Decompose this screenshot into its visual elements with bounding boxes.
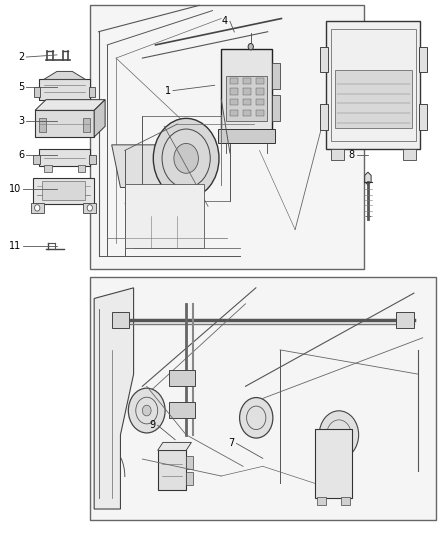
Bar (186, 472, 193, 485)
Bar (230, 78, 238, 84)
Bar (78, 165, 85, 172)
Polygon shape (365, 172, 371, 185)
Circle shape (240, 398, 273, 438)
Circle shape (174, 143, 198, 173)
Polygon shape (44, 71, 85, 79)
Bar (35, 110, 94, 137)
Circle shape (153, 118, 219, 198)
Bar (90, 5, 364, 269)
Bar (112, 312, 129, 328)
Bar (89, 87, 95, 97)
Bar (256, 88, 264, 95)
Bar (230, 99, 238, 106)
Bar (39, 118, 46, 132)
Polygon shape (112, 145, 191, 188)
Text: 1: 1 (165, 86, 171, 95)
Text: 6: 6 (18, 150, 24, 159)
Bar (221, 50, 272, 132)
Circle shape (248, 44, 253, 50)
Bar (226, 76, 267, 122)
Bar (243, 88, 251, 95)
Text: 2: 2 (18, 52, 24, 62)
Bar (42, 181, 85, 200)
Bar (256, 78, 264, 84)
Text: 9: 9 (149, 421, 155, 430)
Bar (218, 130, 275, 143)
Bar (341, 497, 350, 505)
Bar (83, 118, 90, 132)
Bar (396, 312, 414, 328)
Bar (256, 99, 264, 106)
Circle shape (87, 205, 92, 211)
Bar (317, 497, 326, 505)
Bar (320, 104, 328, 130)
Bar (243, 110, 251, 116)
Bar (326, 21, 420, 149)
Text: 8: 8 (349, 150, 355, 159)
Bar (230, 88, 238, 95)
Bar (243, 78, 251, 84)
Bar (272, 95, 280, 122)
Bar (169, 370, 195, 386)
Bar (31, 203, 44, 213)
Bar (403, 149, 416, 160)
Text: 7: 7 (228, 439, 234, 448)
Text: 4: 4 (222, 17, 228, 26)
Bar (169, 402, 195, 418)
Bar (125, 184, 204, 248)
Bar (419, 104, 427, 130)
Bar (272, 63, 280, 90)
Text: 11: 11 (9, 241, 21, 251)
Circle shape (127, 148, 175, 206)
Bar (39, 149, 90, 166)
Bar (186, 456, 193, 469)
Circle shape (145, 169, 158, 185)
Circle shape (35, 205, 40, 211)
Bar (158, 450, 186, 490)
Bar (34, 87, 40, 97)
Bar (230, 110, 238, 116)
Bar (331, 29, 416, 141)
Bar (256, 110, 264, 116)
Text: 10: 10 (9, 184, 21, 194)
Circle shape (128, 388, 165, 433)
Bar (419, 47, 427, 72)
Bar (320, 47, 328, 72)
Polygon shape (158, 442, 191, 450)
Bar (243, 99, 251, 106)
Bar (331, 149, 344, 160)
Bar (90, 277, 436, 520)
Bar (33, 178, 94, 204)
Bar (33, 155, 40, 164)
Text: 3: 3 (18, 116, 24, 126)
Polygon shape (94, 288, 134, 509)
Text: 5: 5 (18, 83, 24, 92)
Bar (39, 79, 90, 100)
Circle shape (142, 405, 151, 416)
Bar (44, 165, 52, 172)
Polygon shape (35, 100, 105, 110)
Bar (314, 429, 352, 498)
Bar (83, 203, 96, 213)
Circle shape (319, 411, 359, 459)
Bar (89, 155, 96, 164)
Polygon shape (94, 100, 105, 137)
Bar (335, 70, 412, 128)
